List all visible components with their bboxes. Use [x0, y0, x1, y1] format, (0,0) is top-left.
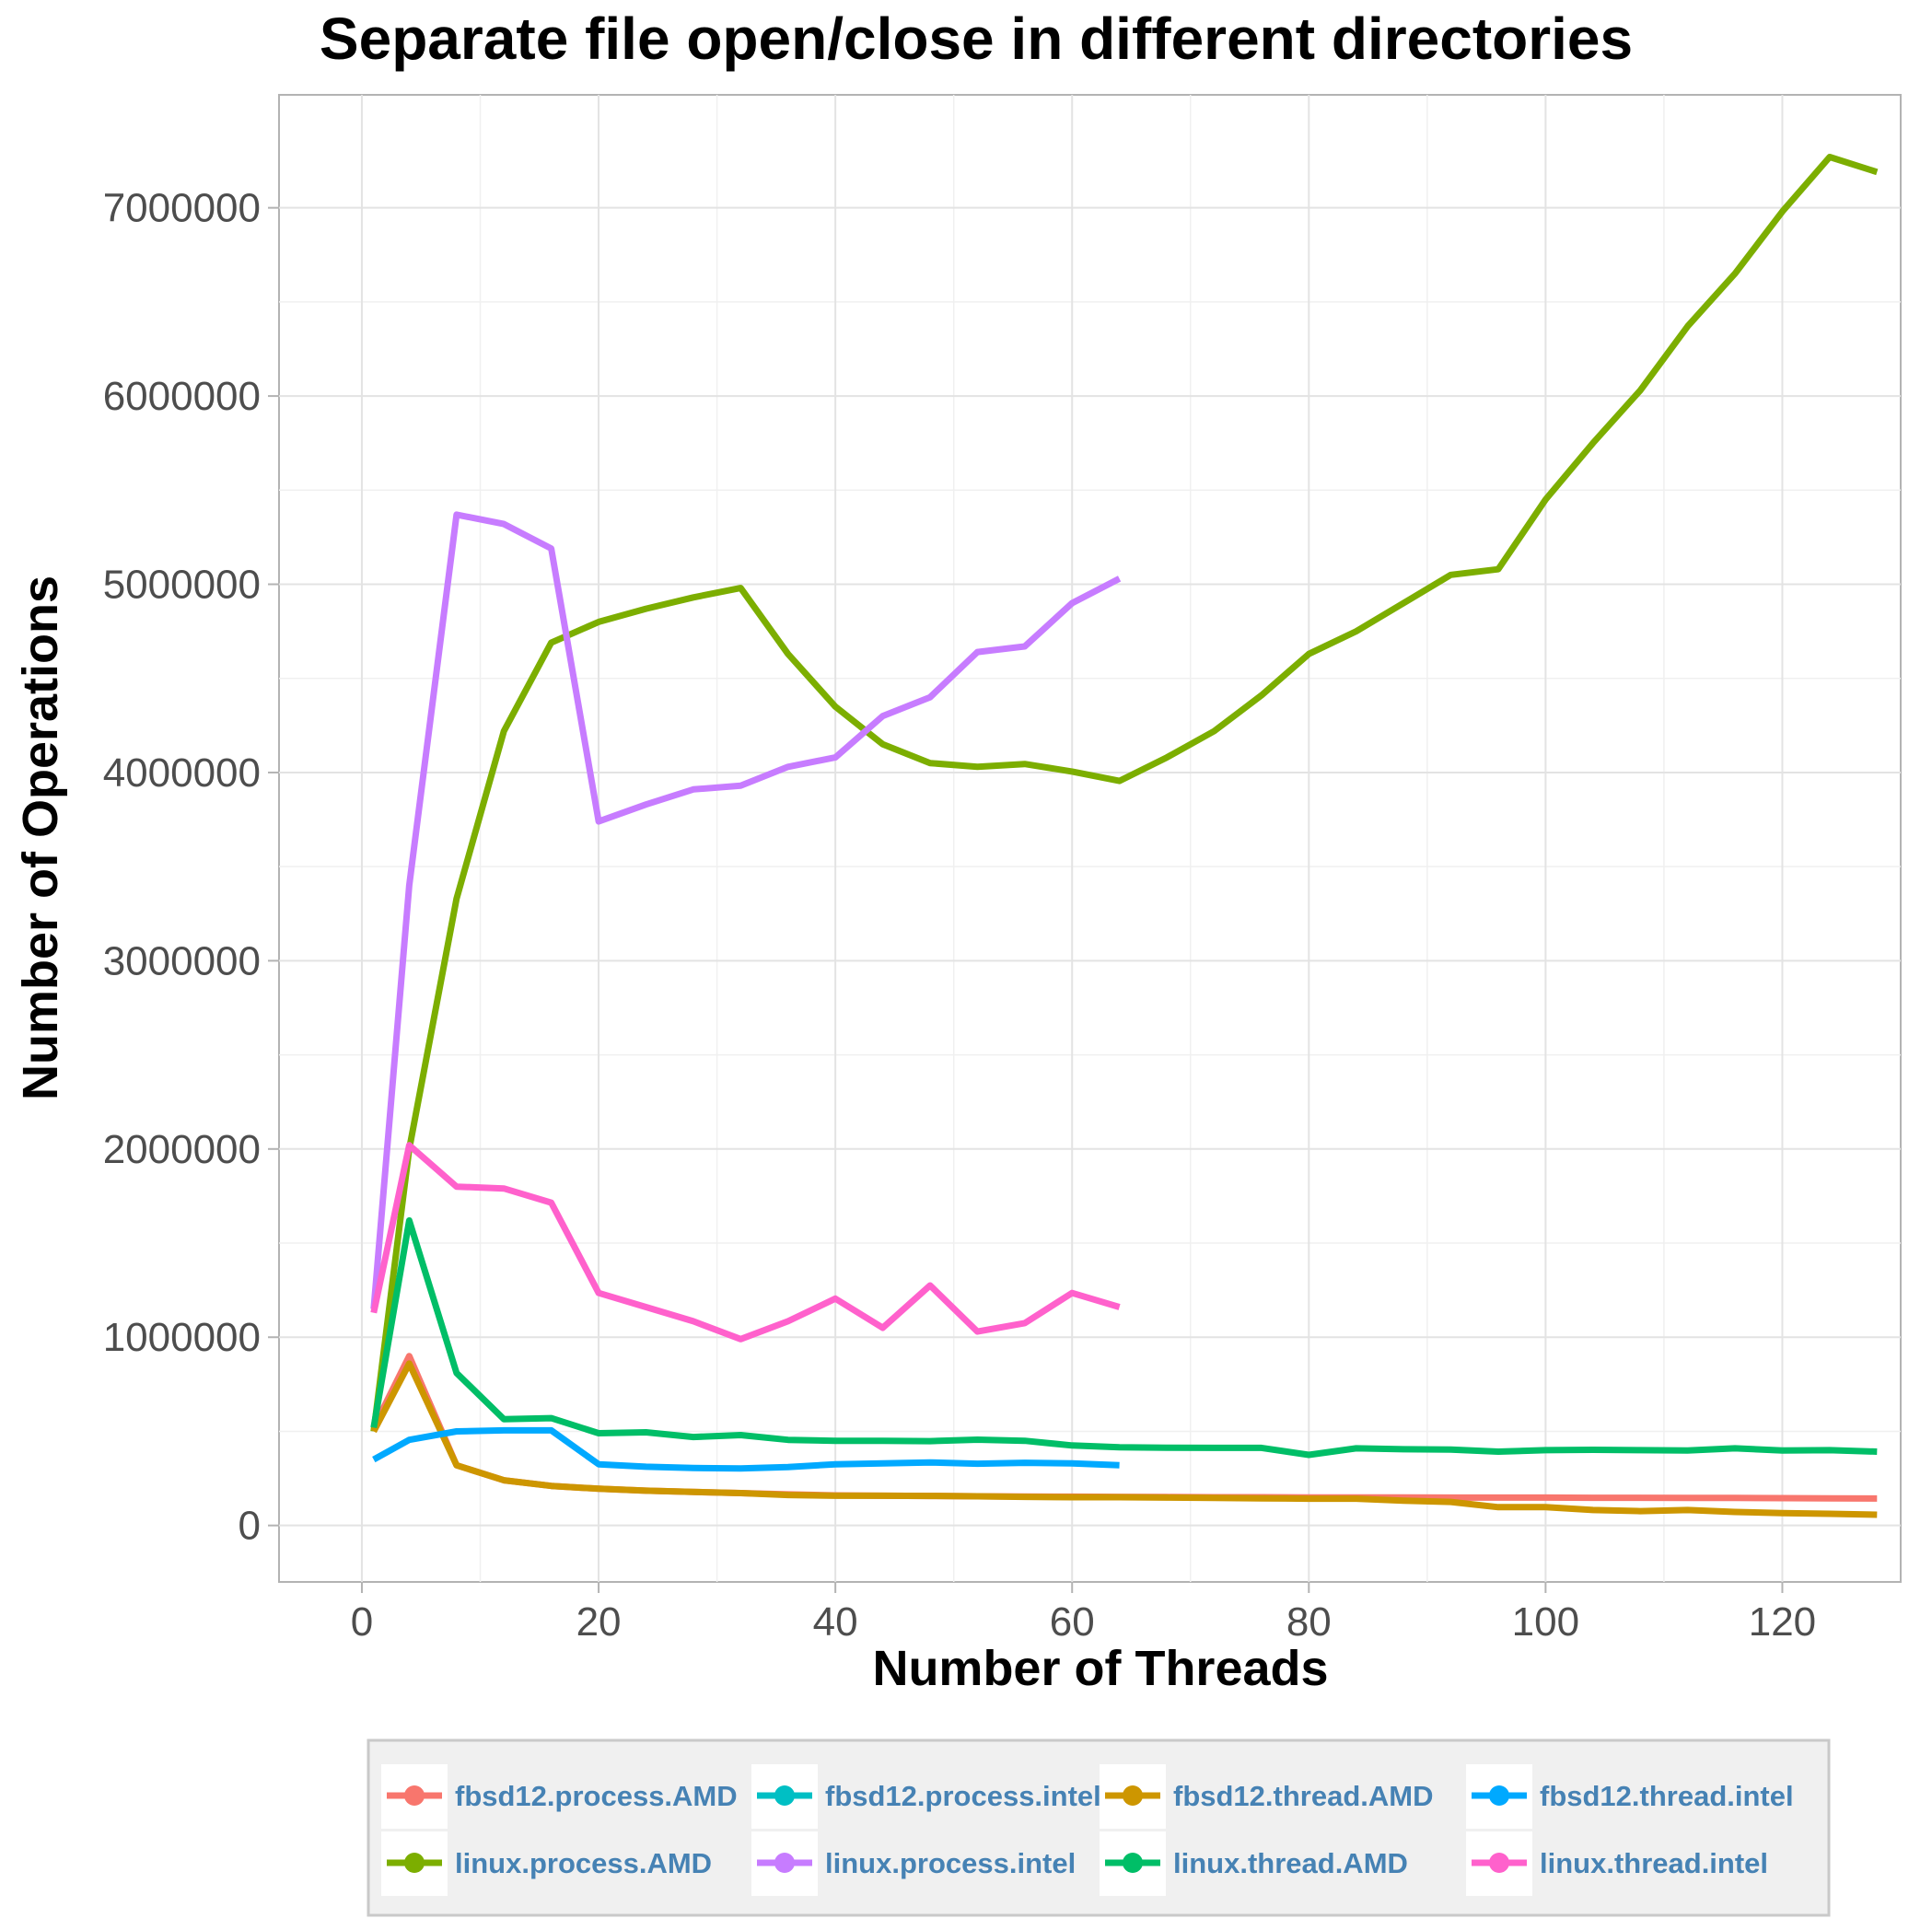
legend-label: fbsd12.thread.intel: [1540, 1780, 1794, 1812]
x-axis-ticks: [360, 1582, 1784, 1593]
y-axis-ticks: [268, 206, 279, 1527]
legend-label: linux.process.AMD: [455, 1847, 712, 1879]
legend-item-linux-process-intel: linux.process.intel: [751, 1831, 1076, 1896]
x-tick-label: 60: [1050, 1599, 1095, 1645]
legend-key-point: [1489, 1853, 1509, 1873]
x-axis-title: Number of Threads: [872, 1641, 1328, 1696]
legend-label: fbsd12.thread.AMD: [1173, 1780, 1433, 1812]
series-lines: [370, 154, 1879, 1518]
legend-label: fbsd12.process.intel: [825, 1780, 1101, 1812]
legend-box: [367, 1738, 1831, 1917]
legend-key-point: [1123, 1785, 1143, 1806]
minor-gridlines: [279, 95, 1901, 1582]
legend-label: fbsd12.process.AMD: [455, 1780, 738, 1812]
plot-panel: [278, 94, 1902, 1583]
x-tick-label: 120: [1749, 1599, 1816, 1645]
legend-label: linux.thread.AMD: [1173, 1847, 1408, 1879]
y-tick-label: 0: [239, 1504, 261, 1549]
series-line-fbsd12-thread-intel: [372, 1426, 1120, 1472]
legend-item-linux-process-AMD: linux.process.AMD: [381, 1831, 712, 1896]
series-line-linux-thread-AMD: [370, 1217, 1878, 1459]
legend-label: linux.thread.intel: [1540, 1847, 1768, 1879]
legend-label: linux.process.intel: [825, 1847, 1076, 1879]
legend-item-fbsd12-thread-AMD: fbsd12.thread.AMD: [1100, 1764, 1433, 1829]
legend-key-point: [404, 1785, 425, 1806]
legend-item-fbsd12-process-AMD: fbsd12.process.AMD: [381, 1764, 738, 1829]
y-tick-label: 3000000: [103, 938, 261, 983]
legend-key-point: [774, 1785, 795, 1806]
legend-key-point: [774, 1853, 795, 1873]
series-line-linux-process-intel: [370, 511, 1122, 1309]
x-tick-label: 20: [576, 1599, 622, 1645]
x-tick-label: 100: [1512, 1599, 1579, 1645]
x-tick-label: 80: [1286, 1599, 1332, 1645]
series-line-fbsd12-thread-AMD: [370, 1360, 1878, 1518]
legend-item-linux-thread-AMD: linux.thread.AMD: [1100, 1831, 1408, 1896]
y-axis-title: Number of Operations: [13, 576, 68, 1100]
legend-item-linux-thread-intel: linux.thread.intel: [1466, 1831, 1768, 1896]
y-tick-label: 5000000: [103, 563, 261, 608]
x-axis-tick-labels: 0 20 40 60 80 100 120: [351, 1599, 1816, 1645]
legend-item-fbsd12-thread-intel: fbsd12.thread.intel: [1466, 1764, 1794, 1829]
legend-item-fbsd12-process-intel: fbsd12.process.intel: [751, 1764, 1101, 1829]
legend-key-point: [1489, 1785, 1509, 1806]
x-tick-label: 40: [813, 1599, 858, 1645]
legend-key-point: [1123, 1853, 1143, 1873]
legend: fbsd12.process.AMD linux.process.AMD fbsd1…: [367, 1738, 1831, 1917]
chart-title: Separate file open/close in different di…: [320, 6, 1633, 72]
y-tick-label: 1000000: [103, 1315, 261, 1360]
y-axis-tick-labels: 0 1000000 2000000 3000000 4000000 5000000 6000…: [103, 186, 261, 1549]
y-tick-label: 6000000: [103, 374, 261, 419]
y-tick-label: 2000000: [103, 1127, 261, 1172]
legend-key-point: [404, 1853, 425, 1873]
x-tick-label: 0: [351, 1599, 373, 1645]
y-tick-label: 4000000: [103, 750, 261, 796]
series-line-linux-process-AMD: [370, 154, 1879, 1432]
series-line-linux-thread-intel: [370, 1142, 1121, 1343]
y-tick-label: 7000000: [103, 186, 261, 231]
